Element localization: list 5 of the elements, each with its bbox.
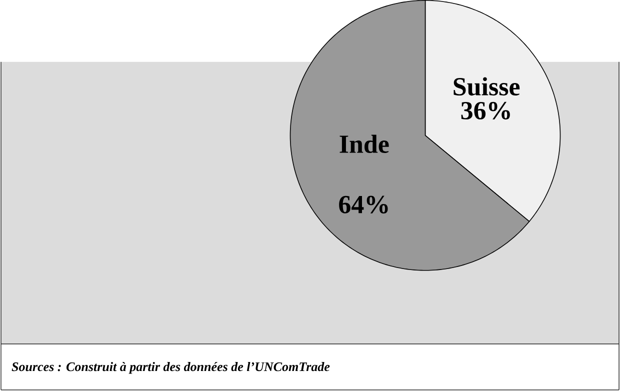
source-note: Sources : Construit à partir des données de l’UNComTrade [12, 362, 330, 374]
slice-label: Suisse [454, 77, 520, 96]
data-label: 64% [339, 196, 388, 214]
slice-label: Inde [340, 134, 389, 154]
data-label: 36% [461, 102, 510, 120]
